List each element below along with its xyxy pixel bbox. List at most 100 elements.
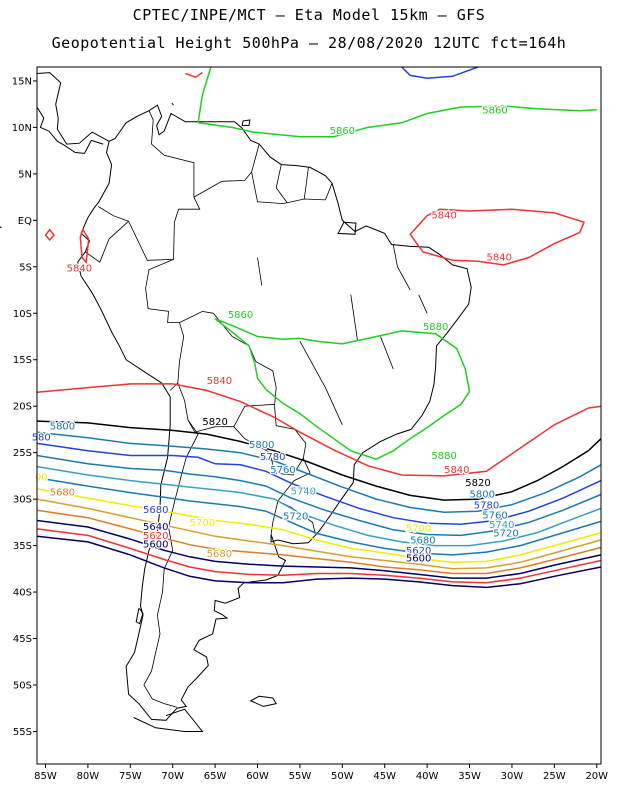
contour-label: 5840 (444, 465, 469, 476)
country-border (418, 294, 428, 314)
country-border (257, 257, 263, 286)
chiloe-island (135, 608, 144, 625)
contour-label: 5800 (50, 421, 75, 432)
contour-label: 580 (32, 433, 51, 444)
country-border (380, 336, 394, 370)
contour-label: 5680 (143, 505, 168, 516)
contour-5660 (36, 509, 602, 575)
contour-label: 5700 (406, 524, 431, 535)
contour-5840-atlantic (409, 208, 586, 266)
lon-tick-label: 30W (501, 771, 524, 782)
contour-labels-layer: 5860586058405840584058605880584058205800… (30, 104, 520, 565)
contour-label: 5860 (228, 310, 253, 321)
country-border (177, 382, 275, 433)
lat-tick-label: 35S (13, 541, 32, 552)
country-border (179, 310, 277, 407)
country-border (85, 221, 129, 263)
contour-label: 5820 (202, 417, 227, 428)
contour-label: 5880 (431, 451, 456, 462)
contour-label: 5860 (330, 126, 355, 137)
marajo-island (337, 221, 357, 235)
contour-label: 5880 (423, 322, 448, 333)
country-border (251, 171, 333, 205)
country-border (270, 500, 279, 535)
lat-tick-label: 40S (13, 588, 32, 599)
lon-tick-label: 25W (543, 771, 566, 782)
lat-tick-label: 55S (13, 727, 32, 738)
country-border (275, 164, 288, 203)
lat-tick-label: 15N (12, 76, 32, 87)
lon-tick-label: 50W (331, 771, 354, 782)
contour-5620 (36, 528, 602, 584)
contour-label: 5800 (470, 489, 495, 500)
contour-5740 (36, 465, 602, 547)
map-plot-area: 5860586058405840584058605880584058205800… (0, 66, 602, 732)
contour-label: 5860 (482, 105, 507, 116)
contour-label: 5800 (249, 440, 274, 451)
contour-5780 (36, 442, 602, 525)
lon-tick-label: 75W (119, 771, 142, 782)
contour-label: 5680 (207, 549, 232, 560)
contour-5680 (36, 498, 602, 570)
country-border (303, 167, 309, 200)
contour-label: 5820 (465, 478, 490, 489)
map-frame (36, 66, 602, 765)
contour-label: 5720 (283, 512, 308, 523)
contour-5880-top (401, 66, 479, 79)
contour-5800 (36, 431, 602, 513)
contour-label: 5620 (406, 546, 431, 557)
contour-label: 5620 (143, 531, 168, 542)
lat-tick-label: 15S (13, 355, 32, 366)
aruba-island (171, 102, 174, 106)
contour-5720 (36, 477, 602, 556)
country-border (143, 419, 199, 708)
contour-label: 5720 (493, 528, 518, 539)
lat-tick-label: 30S (13, 495, 32, 506)
lon-tick-label: 85W (34, 771, 57, 782)
contour-5640 (36, 519, 602, 579)
contour-5860-north (197, 105, 597, 138)
contour-label: 5680 (50, 487, 75, 498)
lon-tick-label: 45W (373, 771, 396, 782)
contour-label: 5840 (207, 376, 232, 387)
lat-tick-label: 25S (13, 448, 32, 459)
country-border (97, 110, 201, 261)
contour-5860-brazil (214, 318, 471, 461)
contour-5760 (36, 454, 602, 537)
lat-tick-label: 50S (13, 681, 32, 692)
country-border (145, 259, 185, 391)
coastline-layer (0, 72, 472, 732)
galapagos-islands (0, 226, 2, 229)
axis-ticks: 15N 10N 5N EQ 5S 10S 15S 20S 25S 30S 35S 40S 45S 50S 5… (12, 76, 608, 782)
contour-label: 5600 (406, 553, 431, 564)
contour-label: 5840 (67, 263, 92, 274)
lon-tick-label: 40W (416, 771, 439, 782)
contour-5860-north-left (197, 66, 212, 123)
contour-5600 (36, 535, 602, 589)
contour-lines-layer (36, 66, 602, 589)
falkland-islands (249, 695, 277, 707)
contour-label: 5640 (143, 522, 168, 533)
lon-tick-label: 35W (458, 771, 481, 782)
lon-tick-label: 55W (289, 771, 312, 782)
contour-label: 5600 (143, 539, 168, 550)
trinidad-island (241, 119, 251, 126)
contour-label: 5780 (260, 452, 285, 463)
lat-tick-label: 5S (19, 262, 32, 273)
country-border (392, 244, 411, 291)
lat-tick-label: 10N (12, 123, 32, 134)
lon-tick-label: 60W (246, 771, 269, 782)
contour-5840-ecuador (79, 227, 90, 264)
map-title-line-2: Geopotential Height 500hPa – 28/08/2020 … (51, 34, 567, 52)
country-border (193, 143, 260, 198)
contour-label: 5760 (482, 511, 507, 522)
lon-tick-label: 80W (77, 771, 100, 782)
contour-label: 5760 (270, 465, 295, 476)
contour-5840-main (36, 383, 602, 477)
lon-tick-label: 65W (204, 771, 227, 782)
lon-tick-label: 20W (585, 771, 608, 782)
lat-tick-label: 20S (13, 402, 32, 413)
lat-tick-label: 5N (18, 169, 32, 180)
contour-label: 5780 (474, 500, 499, 511)
